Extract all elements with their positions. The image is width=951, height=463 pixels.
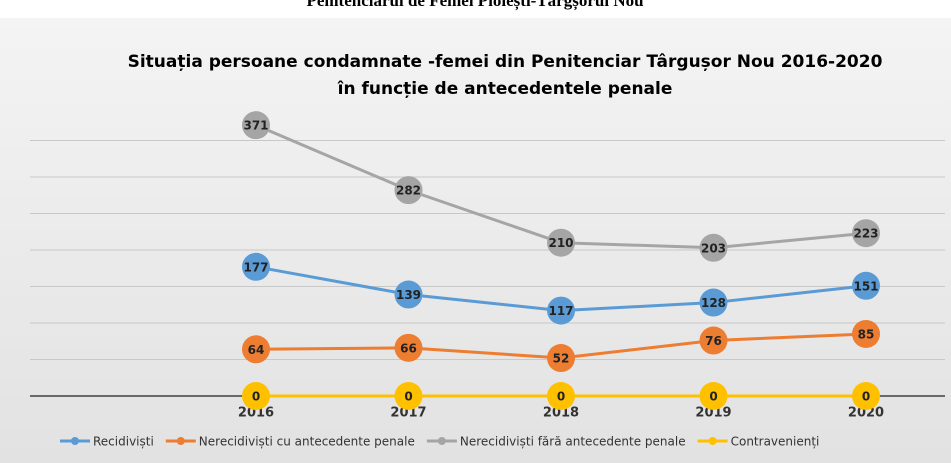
data-point [852, 219, 880, 248]
data-point [242, 382, 270, 410]
data-point [852, 319, 880, 348]
data-point [852, 382, 880, 410]
data-point [394, 333, 423, 362]
data-point [242, 111, 270, 140]
data-point [394, 176, 423, 205]
x-tick-label: 2020 [848, 406, 884, 421]
x-tick-label: 2019 [695, 406, 731, 421]
x-tick-label: 2017 [390, 406, 426, 421]
legend-label: Nerecidiviști cu antecedente penale [199, 435, 415, 449]
data-point [547, 344, 575, 373]
data-label: 203 [701, 241, 726, 255]
data-label: 210 [548, 236, 573, 250]
data-label: 76 [705, 334, 722, 348]
data-label: 371 [243, 119, 268, 133]
data-point [852, 271, 880, 300]
legend-marker [437, 437, 446, 445]
data-label: 52 [553, 352, 570, 366]
data-point [547, 228, 575, 257]
legend-label: Contravenienți [731, 435, 820, 449]
data-label: 0 [862, 390, 870, 404]
data-label: 282 [396, 184, 421, 198]
data-label: 0 [709, 390, 717, 404]
data-label: 0 [557, 390, 565, 404]
data-point [699, 233, 728, 262]
data-label: 128 [701, 296, 726, 310]
data-point [547, 296, 575, 325]
data-point [547, 382, 575, 410]
data-label: 117 [548, 304, 573, 318]
data-label: 151 [853, 279, 878, 293]
legend-label: Nerecidiviști fără antecedente penale [460, 435, 686, 449]
data-point [242, 252, 270, 281]
data-label: 0 [252, 390, 260, 404]
data-label: 0 [404, 390, 412, 404]
data-label: 139 [396, 288, 421, 302]
legend-marker [176, 437, 185, 445]
data-point [242, 335, 270, 364]
chart-title: Situația persoane condamnate -femei din … [128, 52, 883, 72]
header-mask [0, 14, 951, 18]
chart-background [0, 14, 951, 463]
legend-label: Recidiviști [93, 435, 154, 449]
data-label: 64 [248, 343, 265, 357]
chart-title: în funcție de antecedentele penale [337, 79, 673, 99]
data-point [394, 280, 423, 309]
legend-marker [708, 437, 717, 445]
data-point [699, 288, 728, 317]
data-label: 223 [853, 227, 878, 241]
data-label: 66 [400, 341, 417, 355]
data-point [699, 326, 728, 355]
header: Penitenciarul de Femei Ploiești-Târgșoru… [306, 0, 643, 11]
x-tick-label: 2016 [238, 406, 274, 421]
data-point [699, 382, 728, 410]
legend-marker [71, 437, 79, 445]
data-point [394, 382, 423, 410]
data-label: 85 [858, 327, 875, 341]
data-label: 177 [243, 260, 268, 274]
x-tick-label: 2018 [543, 406, 579, 421]
